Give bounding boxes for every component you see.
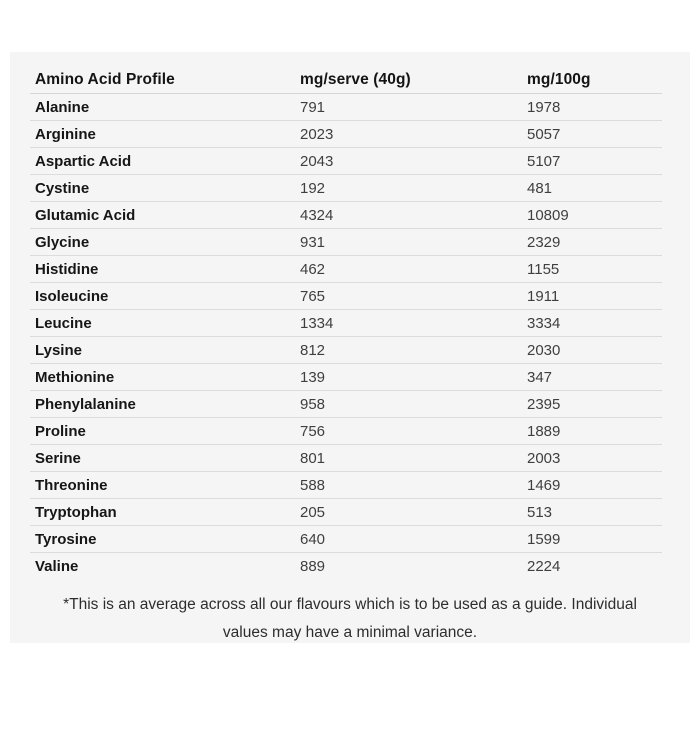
mg-serve-value: 462 <box>300 260 326 278</box>
footnote-text: *This is an average across all our flavo… <box>63 596 637 641</box>
mg-serve-value: 765 <box>300 287 326 305</box>
mg-100g-value: 481 <box>527 179 553 197</box>
header-mg-serve: mg/serve (40g) <box>300 70 411 88</box>
mg-serve-value: 2043 <box>300 152 334 170</box>
mg-100g-value: 1155 <box>527 260 560 278</box>
amino-acid-name: Cystine <box>35 179 90 197</box>
amino-acid-name: Tyrosine <box>35 530 97 548</box>
table-row: Tryptophan 205 513 <box>30 499 662 526</box>
mg-100g-value: 2030 <box>527 341 561 359</box>
mg-100g-value: 5057 <box>527 125 561 143</box>
mg-100g-value: 10809 <box>527 206 569 224</box>
table-row: Tyrosine 640 1599 <box>30 526 662 553</box>
header-amino-acid-profile: Amino Acid Profile <box>35 70 175 88</box>
amino-acid-name: Proline <box>35 422 86 440</box>
header-mg-100g: mg/100g <box>527 70 591 88</box>
table-row: Glutamic Acid 4324 10809 <box>30 202 662 229</box>
mg-100g-value: 2395 <box>527 395 561 413</box>
mg-100g-value: 2224 <box>527 557 561 575</box>
mg-serve-value: 801 <box>300 449 326 467</box>
table-row: Isoleucine 765 1911 <box>30 283 662 310</box>
mg-serve-value: 4324 <box>300 206 334 224</box>
mg-100g-value: 347 <box>527 368 553 386</box>
mg-100g-value: 3334 <box>527 314 561 332</box>
mg-100g-value: 1911 <box>527 287 560 305</box>
amino-acid-name: Glutamic Acid <box>35 206 136 224</box>
amino-acid-name: Tryptophan <box>35 503 117 521</box>
amino-acid-name: Methionine <box>35 368 115 386</box>
amino-acid-name: Alanine <box>35 98 90 116</box>
amino-acid-name: Threonine <box>35 476 108 494</box>
mg-serve-value: 1334 <box>300 314 334 332</box>
mg-100g-value: 1889 <box>527 422 561 440</box>
amino-acid-name: Leucine <box>35 314 92 332</box>
table-row: Alanine 791 1978 <box>30 94 662 121</box>
table-row: Proline 756 1889 <box>30 418 662 445</box>
mg-serve-value: 958 <box>300 395 326 413</box>
mg-100g-value: 1469 <box>527 476 561 494</box>
amino-acid-name: Glycine <box>35 233 90 251</box>
amino-acid-name: Phenylalanine <box>35 395 136 413</box>
mg-serve-value: 791 <box>300 98 326 116</box>
table-row: Methionine 139 347 <box>30 364 662 391</box>
table-row: Threonine 588 1469 <box>30 472 662 499</box>
mg-100g-value: 2329 <box>527 233 561 251</box>
amino-acid-name: Lysine <box>35 341 82 359</box>
mg-100g-value: 513 <box>527 503 553 521</box>
table-row: Serine 801 2003 <box>30 445 662 472</box>
mg-serve-value: 889 <box>300 557 326 575</box>
mg-100g-value: 1978 <box>527 98 561 116</box>
amino-acid-name: Arginine <box>35 125 96 143</box>
amino-acid-name: Histidine <box>35 260 99 278</box>
amino-acid-profile-panel: Amino Acid Profile mg/serve (40g) mg/100… <box>10 52 690 643</box>
mg-serve-value: 640 <box>300 530 326 548</box>
mg-100g-value: 1599 <box>527 530 561 548</box>
table-row: Cystine 192 481 <box>30 175 662 202</box>
mg-serve-value: 192 <box>300 179 326 197</box>
mg-serve-value: 756 <box>300 422 326 440</box>
table-row: Aspartic Acid 2043 5107 <box>30 148 662 175</box>
amino-acid-name: Aspartic Acid <box>35 152 132 170</box>
mg-100g-value: 2003 <box>527 449 561 467</box>
mg-serve-value: 205 <box>300 503 326 521</box>
mg-serve-value: 139 <box>300 368 326 386</box>
amino-acid-name: Isoleucine <box>35 287 109 305</box>
table-header-row: Amino Acid Profile mg/serve (40g) mg/100… <box>30 52 662 94</box>
amino-acid-table: Amino Acid Profile mg/serve (40g) mg/100… <box>30 52 662 579</box>
table-row: Valine 889 2224 <box>30 553 662 579</box>
mg-serve-value: 931 <box>300 233 326 251</box>
mg-serve-value: 588 <box>300 476 326 494</box>
mg-serve-value: 812 <box>300 341 326 359</box>
table-row: Arginine 2023 5057 <box>30 121 662 148</box>
amino-acid-name: Valine <box>35 557 79 575</box>
mg-serve-value: 2023 <box>300 125 334 143</box>
table-row: Lysine 812 2030 <box>30 337 662 364</box>
amino-acid-name: Serine <box>35 449 81 467</box>
table-row: Leucine 1334 3334 <box>30 310 662 337</box>
table-row: Glycine 931 2329 <box>30 229 662 256</box>
mg-100g-value: 5107 <box>527 152 561 170</box>
table-row: Phenylalanine 958 2395 <box>30 391 662 418</box>
table-row: Histidine 462 1155 <box>30 256 662 283</box>
